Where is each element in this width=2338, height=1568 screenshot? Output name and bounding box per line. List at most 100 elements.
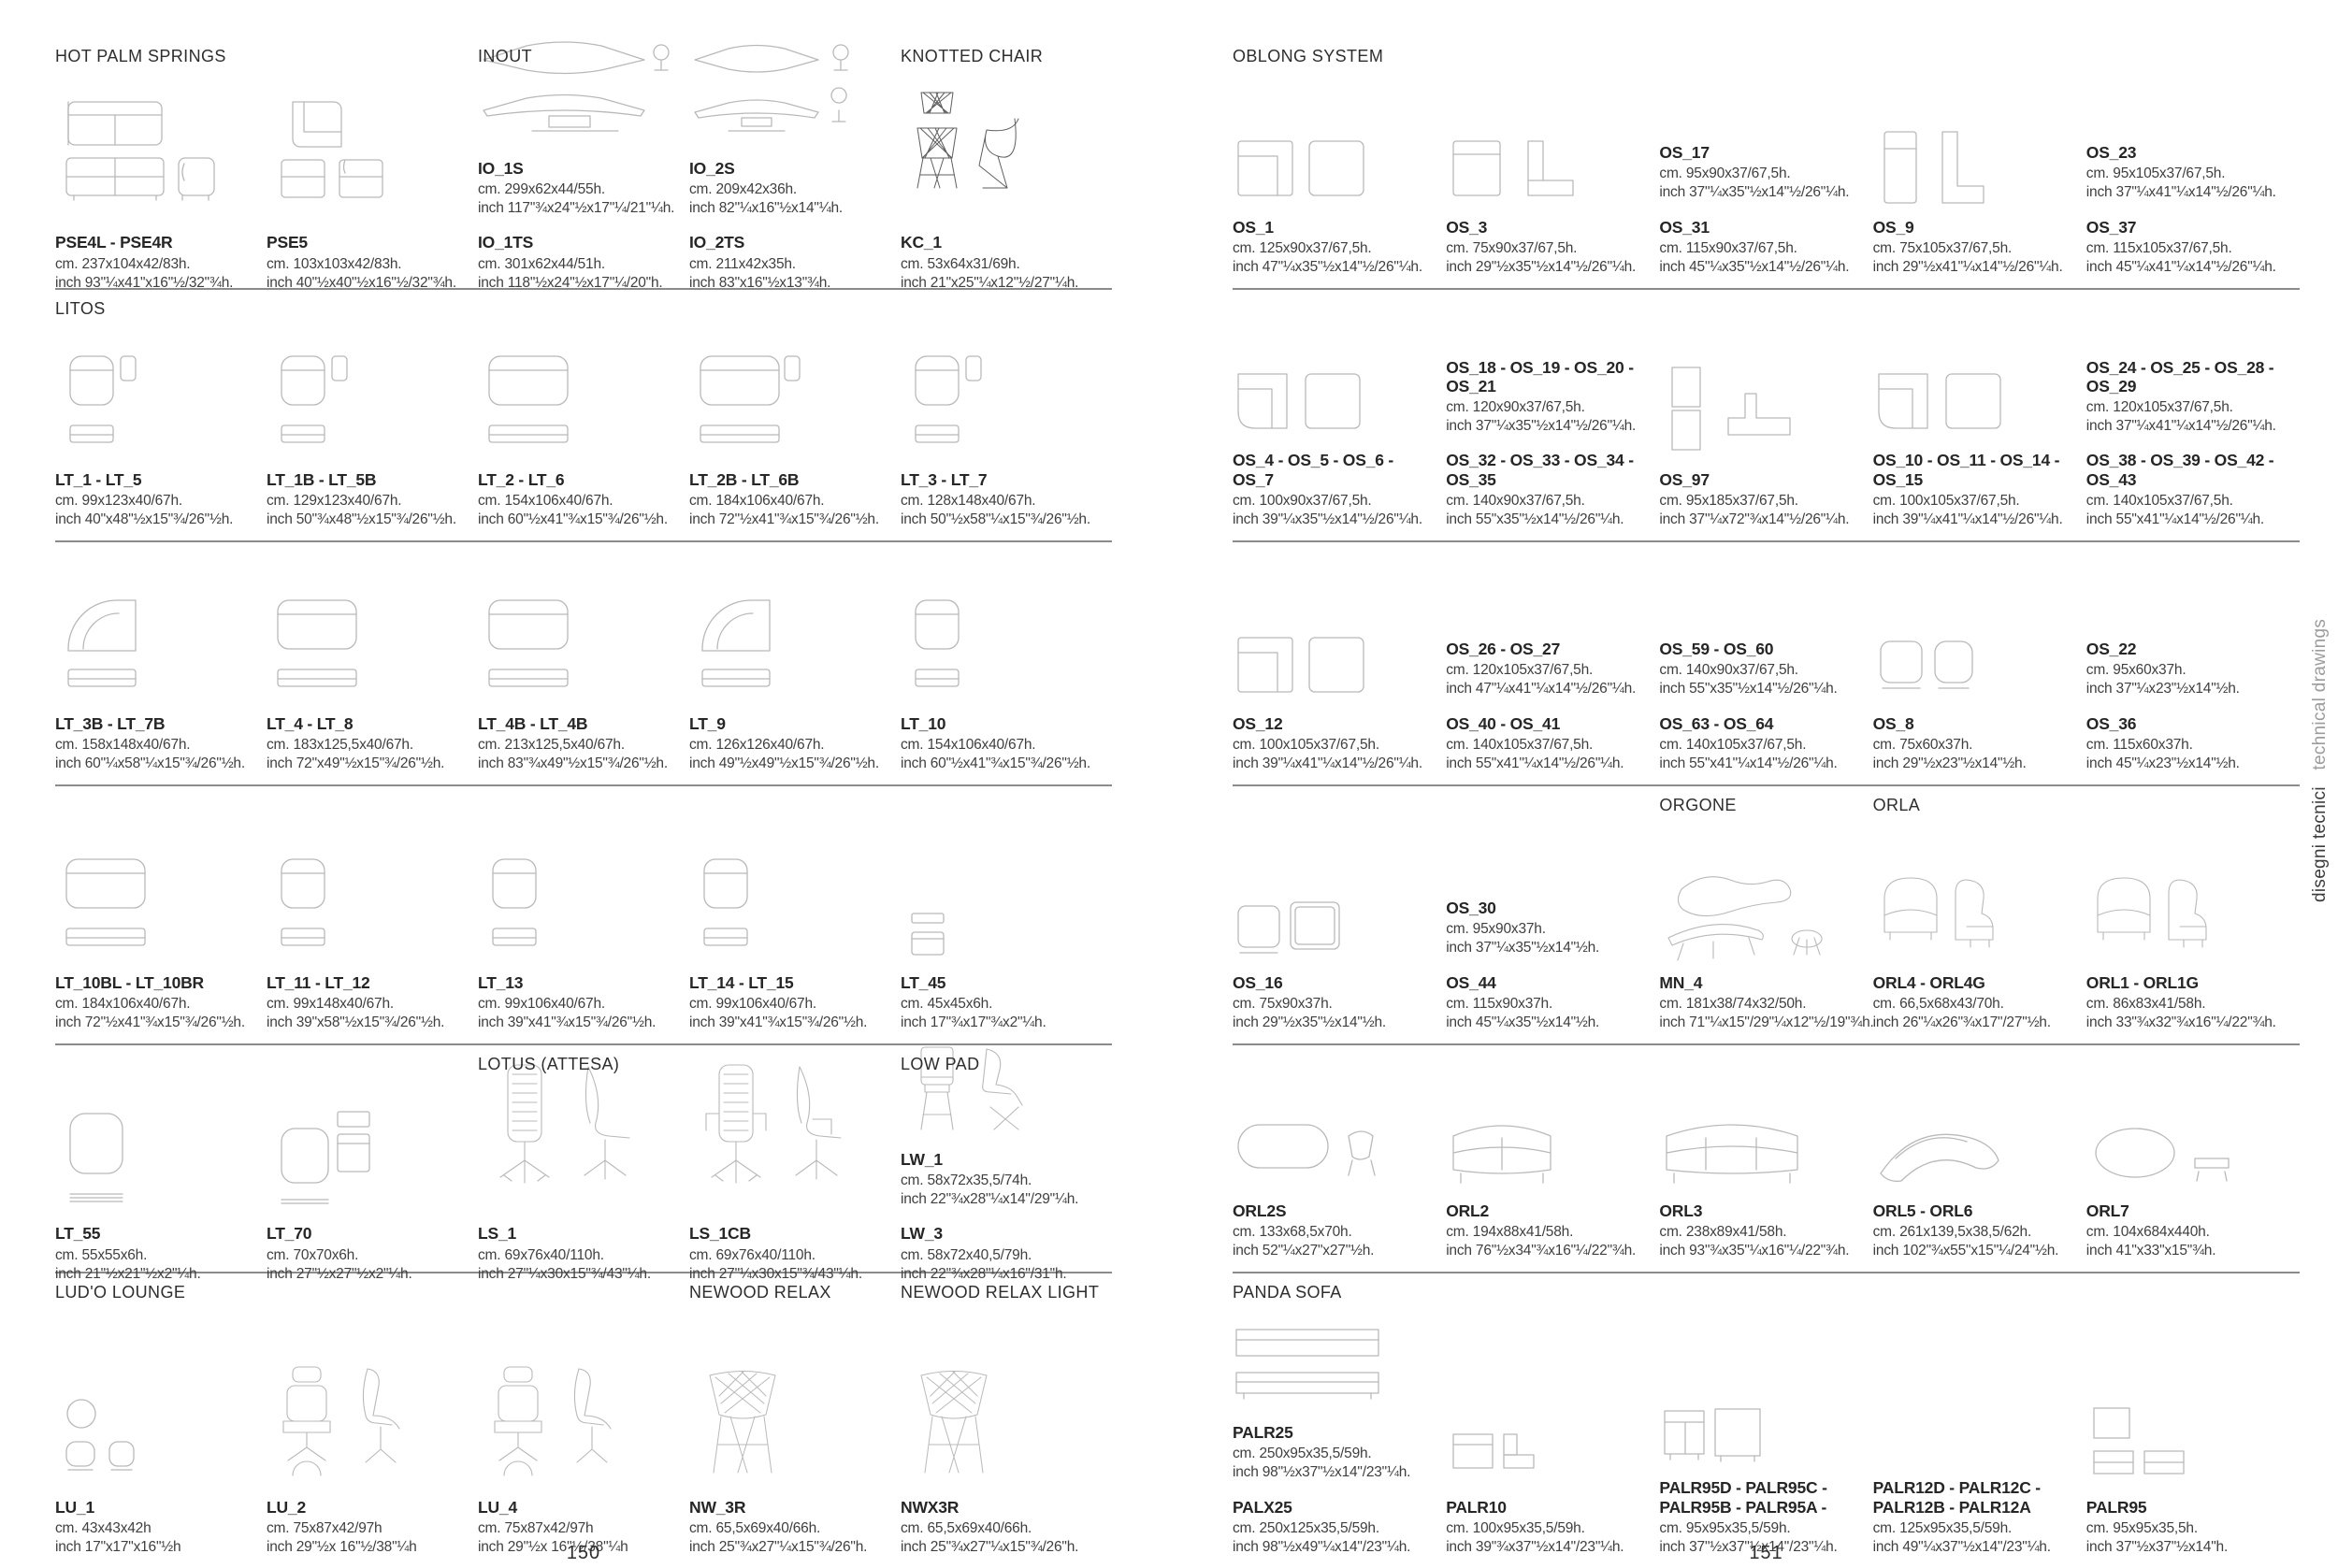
product-cell: OS_17 cm. 95x90x37/67,5h. inch 37"¼x35"½x1… bbox=[1659, 37, 1872, 288]
section-label: OBLONG SYSTEM bbox=[1233, 47, 1384, 65]
module-a-drawing bbox=[689, 857, 792, 962]
dimensions-cm: cm. 140x105x37/67,5h. bbox=[1659, 736, 1807, 753]
product-entry: OS_24 - OS_25 - OS_28 - OS_29 cm. 120x105… bbox=[2086, 358, 2290, 437]
product-name: LT_1 - LT_5 bbox=[55, 469, 142, 489]
dimensions-cm: cm. 238x89x41/58h. bbox=[1659, 1223, 1787, 1240]
dimensions-inch: inch 60"½x41"¾x15"¾/26"½h. bbox=[901, 755, 1090, 771]
module-a-drawing bbox=[267, 857, 369, 962]
product-name: PALR95D - PALR95C - PALR95B - PALR95A - bbox=[1659, 1478, 1827, 1517]
section-label: LOW PAD bbox=[901, 1055, 980, 1073]
product-name: OS_97 bbox=[1659, 469, 1710, 489]
dimensions-cm: cm. 184x106x40/67h. bbox=[689, 492, 825, 509]
section-label: LOTUS (ATTESA) bbox=[478, 1055, 620, 1073]
dimensions-inch: inch 26"¼x26"¾x17"/27"½h. bbox=[1872, 1014, 2051, 1030]
band-cells: OS_1 cm. 125x90x37/67,5h. inch 47"¼x35"½x1… bbox=[1233, 37, 2300, 288]
product-name: OS_17 bbox=[1659, 143, 1710, 163]
product-entry: OS_16 cm. 75x90x37h. inch 29"½x35"½x14"½h. bbox=[1233, 973, 1386, 1032]
product-cell: PSE4L - PSE4R cm. 237x104x42/83h. inch 93"… bbox=[55, 37, 267, 304]
catalog-band: ORL2S cm. 133x68,5x70h. inch 52"¼x27"x27"½… bbox=[1233, 1045, 2300, 1273]
band-cells: OS_12 cm. 100x105x37/67,5h. inch 39"¼x41"¼… bbox=[1233, 542, 2300, 784]
os-plan-pair-drawing bbox=[1233, 632, 1382, 703]
product-entry: OS_32 - OS_33 - OS_34 - OS_35 cm. 140x90x… bbox=[1446, 451, 1650, 529]
product-cell: LU_4 cm. 75x87x42/97h inch 29"½x 16"½/38"¼… bbox=[478, 1273, 689, 1568]
product-cell: ORL3 cm. 238x89x41/58h. inch 93"¾x35"¼x16"… bbox=[1659, 1045, 1872, 1272]
product-entry: PSE5 cm. 103x103x42/83h. inch 40"½x40"½x16… bbox=[267, 233, 456, 292]
band-cells: LT_10BL - LT_10BR cm. 184x106x40/67h. inch… bbox=[55, 786, 1112, 1043]
page-number: 150 bbox=[566, 1543, 601, 1563]
module-w-drawing bbox=[478, 354, 590, 459]
product-cell: PALR10 cm. 100x95x35,5/59h. inch 39"¾x37"½… bbox=[1446, 1273, 1659, 1568]
product-name: PSE4L - PSE4R bbox=[55, 233, 173, 252]
product-entry: LU_1 cm. 43x43x42h inch 17"x17"x16"½h bbox=[55, 1498, 181, 1557]
product-cell: LT_1B - LT_5B cm. 129x123x40/67h. inch 50"… bbox=[267, 290, 478, 540]
dimensions-cm: cm. 75x90x37h. bbox=[1233, 995, 1333, 1012]
dimensions-cm: cm. 125x95x35,5/59h. bbox=[1872, 1519, 2013, 1536]
dimensions-inch: inch 37"¼x23"½x14"½h. bbox=[2085, 681, 2240, 698]
product-name: PALX25 bbox=[1233, 1497, 1292, 1517]
product-cell: LS_1 cm. 69x76x40/110h. inch 27"¼x30x15"¾/… bbox=[478, 1045, 689, 1295]
product-name: ORL5 - ORL6 bbox=[1872, 1201, 1973, 1220]
product-cell: LT_9 cm. 126x126x40/67h. inch 49"½x49"½x15… bbox=[689, 542, 901, 784]
product-cell: LT_55 cm. 55x55x6h. inch 21"½x21"½x2"¼h. bbox=[55, 1045, 267, 1295]
dimensions-inch: inch 39"x41"¾x15"¾/26"½h. bbox=[478, 1014, 657, 1030]
section-label: ORLA bbox=[1872, 796, 1921, 814]
dimensions-inch: inch 55"x35"½x14"½/26"¼h. bbox=[1659, 681, 1838, 698]
product-cell: LT_11 - LT_12 cm. 99x148x40/67h. inch 39"x… bbox=[267, 786, 478, 1043]
product-name: OS_36 bbox=[2085, 713, 2137, 733]
product-cell: OS_4 - OS_5 - OS_6 - OS_7 cm. 100x90x37/6… bbox=[1233, 290, 1446, 540]
product-entry: PALX25 cm. 250x125x35,5/59h. inch 98"½x49"… bbox=[1233, 1498, 1410, 1557]
dimensions-cm: cm. 65,5x69x40/66h. bbox=[689, 1519, 821, 1536]
product-cell: OS_59 - OS_60 cm. 140x90x37/67,5h. inch 55… bbox=[1659, 542, 1872, 784]
product-cell: LT_4 - LT_8 cm. 183x125,5x40/67h. inch 72"… bbox=[267, 542, 478, 784]
dimensions-cm: cm. 95x90x37/67,5h. bbox=[1659, 165, 1791, 182]
dimensions-cm: cm. 66,5x68x43/70h. bbox=[1872, 995, 2004, 1012]
product-entry: IO_1S cm. 299x62x44/55h. inch 117"¾x24"½x1… bbox=[478, 159, 674, 218]
panda-two-drawing bbox=[1659, 1405, 1790, 1467]
os-stack-T-drawing bbox=[1659, 366, 1809, 459]
product-cell: PALR12D - PALR12C - PALR12B - PALR12A cm.… bbox=[1873, 1273, 2086, 1568]
product-entry: ORL3 cm. 238x89x41/58h. inch 93"¾x35"¼x16"… bbox=[1659, 1201, 1849, 1260]
product-cell: IO_1S cm. 299x62x44/55h. inch 117"¾x24"½x1… bbox=[478, 37, 689, 304]
product-cell: OS_12 cm. 100x105x37/67,5h. inch 39"¼x41"¼… bbox=[1233, 542, 1446, 784]
dimensions-cm: cm. 75x87x42/97h bbox=[267, 1519, 382, 1536]
organic-bench-drawing bbox=[1659, 872, 1846, 962]
product-entry: OS_23 cm. 95x105x37/67,5h. inch 37"¼x41"¼x… bbox=[2086, 143, 2276, 202]
product-entry: ORL4 - ORL4G cm. 66,5x68x43/70h. inch 26"¼… bbox=[1873, 973, 2051, 1032]
dimensions-inch: inch 39"x41"¾x15"¾/26"½h. bbox=[689, 1014, 868, 1030]
product-entry: OS_31 cm. 115x90x37/67,5h. inch 45"¼x35"½x… bbox=[1659, 218, 1849, 277]
product-name: LT_1B - LT_5B bbox=[267, 469, 377, 489]
product-name: OS_16 bbox=[1233, 972, 1283, 992]
dimensions-cm: cm. 69x76x40/110h. bbox=[478, 1246, 604, 1263]
dimensions-inch: inch 37"¼x41"¼x14"½/26"¼h. bbox=[2085, 418, 2276, 435]
dimensions-cm: cm. 128x148x40/67h. bbox=[901, 492, 1036, 509]
product-name: LT_13 bbox=[478, 972, 524, 992]
catalog-band: OS_4 - OS_5 - OS_6 - OS_7 cm. 100x90x37/6… bbox=[1233, 290, 2300, 542]
product-name: NWX3R bbox=[901, 1497, 960, 1517]
product-entry: OS_22 cm. 95x60x37h. inch 37"¼x23"½x14"½h. bbox=[2086, 640, 2240, 698]
dimensions-cm: cm. 99x123x40/67h. bbox=[55, 492, 182, 509]
module-a-drawing bbox=[901, 598, 1003, 703]
product-name: LT_70 bbox=[267, 1224, 312, 1244]
product-name: LT_4 - LT_8 bbox=[267, 713, 354, 733]
dimensions-cm: cm. 301x62x44/51h. bbox=[478, 255, 605, 272]
product-cell: OS_9 cm. 75x105x37/67,5h. inch 29"½x41"¼x1… bbox=[1873, 37, 2086, 288]
dimensions-inch: inch 118"½x24"½x17"¼/20"h. bbox=[478, 274, 663, 291]
dimensions-inch: inch 72"½x41"¾x15"¾/26"½h. bbox=[689, 511, 879, 527]
dimensions-inch: inch 29"½x35"½x14"½/26"¼h. bbox=[1446, 258, 1637, 275]
product-cell: OS_1 cm. 125x90x37/67,5h. inch 47"¼x35"½x1… bbox=[1233, 37, 1446, 288]
product-cell: ORL2S cm. 133x68,5x70h. inch 52"¼x27"x27"½… bbox=[1233, 1045, 1446, 1272]
dimensions-cm: cm. 194x88x41/58h. bbox=[1446, 1223, 1574, 1240]
product-entry: ORL5 - ORL6 cm. 261x139,5x38,5/62h. inch 1… bbox=[1873, 1201, 2059, 1260]
dimensions-inch: inch 45"¼x23"½x14"½h. bbox=[2085, 755, 2240, 771]
dimensions-cm: cm. 70x70x6h. bbox=[267, 1246, 359, 1263]
dimensions-inch: inch 60"¼x58"¼x15"¾/26"½h. bbox=[55, 755, 245, 771]
module-wb-drawing bbox=[689, 354, 813, 459]
dimensions-inch: inch 50"½x58"¼x15"¾/26"½h. bbox=[901, 511, 1090, 527]
product-cell: OS_26 - OS_27 cm. 120x105x37/67,5h. inch 4… bbox=[1446, 542, 1659, 784]
product-entry: OS_97 cm. 95x185x37/67,5h. inch 37"¼x72"¾x… bbox=[1659, 470, 1849, 529]
product-entry: OS_8 cm. 75x60x37h. inch 29"½x23"½x14"½h. bbox=[1873, 714, 2027, 773]
section-label: NEWOOD RELAX LIGHT bbox=[901, 1283, 1100, 1302]
product-cell: OS_24 - OS_25 - OS_28 - OS_29 cm. 120x105… bbox=[2086, 290, 2300, 540]
dimensions-cm: cm. 53x64x31/69h. bbox=[901, 255, 1020, 272]
dimensions-cm: cm. 100x90x37/67,5h. bbox=[1233, 492, 1372, 509]
